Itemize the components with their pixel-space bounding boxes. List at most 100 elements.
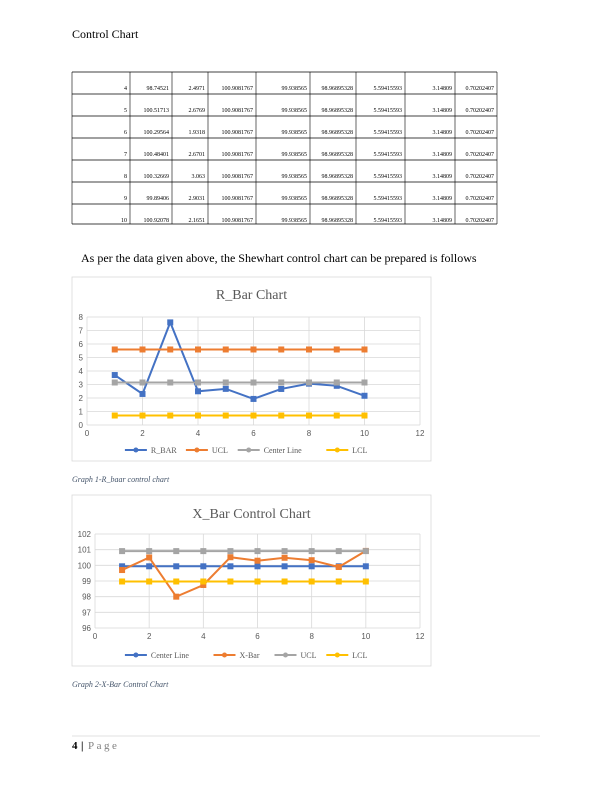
legend-label: Center Line xyxy=(264,446,302,455)
x-tick-label: 8 xyxy=(307,429,312,438)
legend-label: X-Bar xyxy=(240,651,260,660)
x-tick-label: 6 xyxy=(251,429,256,438)
table-cell: 0.70202407 xyxy=(466,86,495,92)
y-tick-label: 100 xyxy=(78,561,92,570)
legend-label: UCL xyxy=(301,651,317,660)
point xyxy=(146,563,153,570)
point xyxy=(173,548,180,555)
table-cell: 3.14809 xyxy=(433,218,453,224)
table-cell: 5.59415593 xyxy=(374,174,403,180)
x-tick-label: 10 xyxy=(360,429,369,438)
y-tick-label: 4 xyxy=(79,367,84,376)
legend-marker xyxy=(283,652,288,658)
legend-label: LCL xyxy=(352,651,367,660)
x-tick-label: 12 xyxy=(416,632,425,641)
x-tick-label: 8 xyxy=(309,632,314,641)
table-cell: 0.70202407 xyxy=(466,108,495,114)
point xyxy=(362,563,369,570)
y-tick-label: 0 xyxy=(79,421,84,430)
point xyxy=(308,557,315,564)
legend-label: Center Line xyxy=(151,651,189,660)
legend-marker xyxy=(133,447,139,453)
point xyxy=(278,379,285,386)
page-number: 4 xyxy=(72,740,78,752)
table-cell: 10 xyxy=(121,218,127,224)
table-cell: 0.70202407 xyxy=(466,130,495,136)
x-tick-label: 4 xyxy=(201,632,206,641)
table-cell: 5.59415593 xyxy=(374,130,403,136)
table-cell: 5.59415593 xyxy=(374,218,403,224)
chart-title: X_Bar Control Chart xyxy=(192,507,310,522)
table-cell: 98.96895328 xyxy=(322,218,354,224)
point xyxy=(361,412,368,419)
table-cell: 100.92078 xyxy=(144,218,170,224)
table-cell: 98.96895328 xyxy=(322,108,354,114)
point xyxy=(111,372,118,379)
point xyxy=(362,578,369,585)
point xyxy=(173,578,180,585)
point xyxy=(222,385,229,392)
point xyxy=(361,392,368,399)
point xyxy=(146,548,153,555)
point xyxy=(306,379,312,386)
table-cell: 98.96895328 xyxy=(322,152,354,158)
table-cell: 100.32669 xyxy=(144,174,170,180)
x-tick-label: 10 xyxy=(361,632,370,641)
y-tick-label: 8 xyxy=(79,313,84,322)
point xyxy=(167,379,174,386)
footer-separator: | xyxy=(81,740,83,752)
footer-label: Page xyxy=(88,740,119,752)
point xyxy=(222,379,229,386)
y-tick-label: 102 xyxy=(78,530,92,539)
point xyxy=(167,346,174,353)
point xyxy=(306,346,312,353)
table-cell: 99.938565 xyxy=(282,108,308,114)
point xyxy=(335,578,342,585)
table-cell: 3.14809 xyxy=(433,152,453,158)
point xyxy=(111,379,118,386)
point xyxy=(146,578,153,585)
legend-marker xyxy=(194,447,200,453)
x-tick-label: 2 xyxy=(147,632,152,641)
legend-label: R_BAR xyxy=(151,446,177,455)
point xyxy=(167,319,174,326)
point xyxy=(278,346,285,353)
point xyxy=(200,548,207,555)
paragraph: As per the data given above, the Shewhar… xyxy=(81,251,477,265)
table-cell: 3.14809 xyxy=(433,108,453,114)
table-cell: 3.14809 xyxy=(433,196,453,202)
x-tick-label: 4 xyxy=(196,429,201,438)
point xyxy=(227,563,234,570)
point xyxy=(308,578,315,585)
y-tick-label: 5 xyxy=(79,354,84,363)
point xyxy=(195,412,201,419)
point xyxy=(278,385,285,392)
table-cell: 100.9081767 xyxy=(222,86,254,92)
y-tick-label: 7 xyxy=(79,327,84,336)
point xyxy=(173,593,180,600)
table-cell: 98.74521 xyxy=(147,86,170,92)
chart-title: R_Bar Chart xyxy=(216,288,287,303)
table-cell: 99.938565 xyxy=(282,218,308,224)
table-cell: 100.9081767 xyxy=(222,196,254,202)
y-tick-label: 3 xyxy=(79,381,84,390)
table-cell: 0.70202407 xyxy=(466,152,495,158)
point xyxy=(227,578,234,585)
legend-label: UCL xyxy=(212,446,228,455)
header-title: Control Chart xyxy=(72,27,139,41)
point xyxy=(111,412,118,419)
table-cell: 0.70202407 xyxy=(466,196,495,202)
point xyxy=(361,346,368,353)
table-cell: 100.9081767 xyxy=(222,108,254,114)
legend-marker xyxy=(222,652,227,658)
table-cell: 98.96895328 xyxy=(322,130,354,136)
x-tick-label: 0 xyxy=(93,632,98,641)
table-cell: 8 xyxy=(124,174,127,180)
table-cell: 2.9031 xyxy=(189,196,206,202)
y-tick-label: 98 xyxy=(82,593,91,602)
table-cell: 99.89406 xyxy=(147,196,170,202)
table-cell: 9 xyxy=(124,196,127,202)
table-cell: 3.14809 xyxy=(433,86,453,92)
point xyxy=(254,578,261,585)
series-line xyxy=(121,550,367,598)
